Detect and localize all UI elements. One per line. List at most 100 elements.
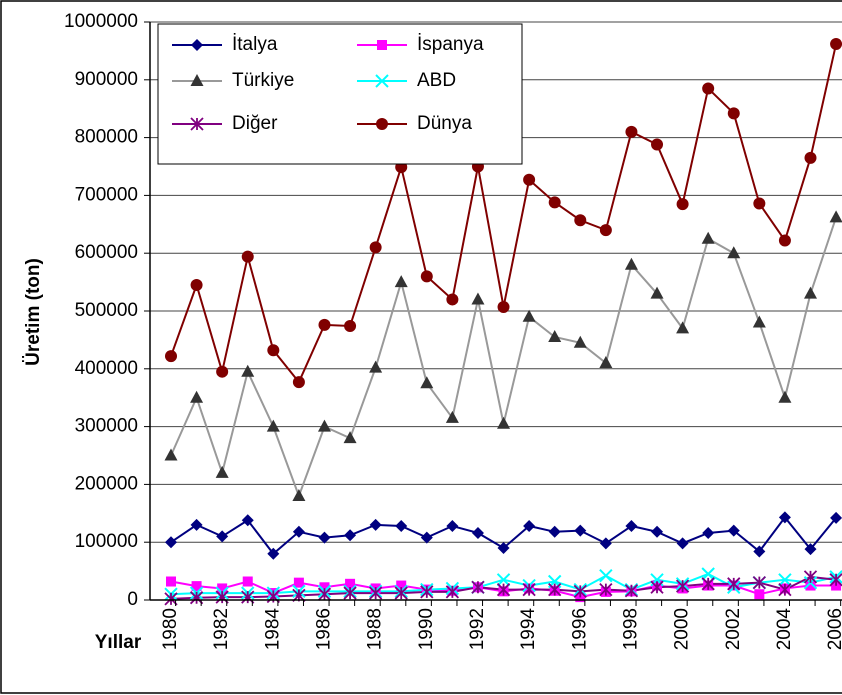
marker [548,582,562,597]
marker [292,376,305,389]
legend-marker [376,118,388,130]
legend-marker [191,39,203,51]
y-tick-label: 1000000 [64,11,138,32]
marker [242,576,253,587]
y-tick-label: 100000 [75,531,138,552]
marker [343,586,357,600]
marker [497,541,510,554]
marker [471,580,485,594]
marker [215,590,229,604]
y-tick-label: 200000 [75,473,138,494]
x-tick-label: 1988 [365,608,386,650]
legend-marker [375,74,389,88]
marker [574,214,587,227]
x-tick-label: 2006 [825,608,842,650]
marker [446,520,459,533]
marker [701,567,715,581]
marker [166,576,176,587]
marker [420,531,433,544]
marker [804,151,817,164]
x-tick-label: 1982 [211,608,232,650]
marker [727,577,741,591]
marker [446,293,459,306]
marker [650,580,664,594]
marker [651,525,664,538]
marker [369,586,383,600]
x-tick-label: 1990 [416,608,437,650]
marker [599,569,613,583]
marker [548,196,561,209]
marker [599,356,613,369]
marker [805,580,816,591]
x-tick-label: 1980 [160,608,181,650]
marker [241,514,254,527]
legend-marker [190,117,204,131]
marker [702,82,715,95]
marker [191,581,202,592]
marker [675,579,690,593]
marker [804,543,817,556]
marker [599,224,612,237]
marker [804,286,817,299]
marker [701,577,715,591]
marker [803,570,818,584]
y-tick-label: 900000 [75,69,138,90]
marker [317,587,332,601]
marker [369,360,383,373]
marker [343,431,357,444]
marker [190,518,203,531]
legend-label: Diğer [232,113,278,134]
marker [754,589,765,600]
marker [599,582,613,597]
marker [471,526,484,539]
marker [189,591,204,605]
marker [497,416,511,429]
marker [676,321,690,334]
marker [345,578,356,589]
marker [829,210,842,223]
marker [496,582,511,597]
marker [727,246,741,259]
marker [394,586,408,600]
y-axis-label: Üretim (ton) [23,258,44,366]
x-axis-label: Yıllar [95,632,142,653]
marker [241,250,254,263]
marker [293,577,304,588]
marker [778,573,792,587]
marker [753,197,766,210]
x-tick-label: 1998 [620,608,641,650]
marker [344,320,357,333]
x-tick-label: 1986 [313,608,334,650]
x-tick-label: 2002 [723,608,744,650]
marker [753,545,766,558]
marker [727,107,740,120]
marker [165,350,177,363]
y-tick-label: 400000 [75,358,138,379]
legend-label: İtalya [232,34,278,55]
marker [752,576,766,590]
marker [266,419,280,432]
marker [420,270,433,283]
marker [292,488,306,501]
marker [215,465,229,478]
marker [369,518,382,531]
marker [319,582,330,593]
marker [396,580,407,591]
marker [292,525,305,538]
x-tick-label: 1992 [467,608,488,650]
marker [344,529,357,542]
legend-box [157,23,523,165]
marker [701,231,715,244]
marker [574,524,587,537]
marker [778,511,791,524]
marker [420,585,434,599]
legend-marker [377,40,387,50]
marker [496,573,511,587]
x-tick-label: 1984 [262,608,283,651]
marker [830,511,842,524]
marker [369,241,382,254]
y-tick-label: 700000 [75,184,138,205]
marker [830,37,842,50]
x-tick-label: 2000 [672,608,693,650]
